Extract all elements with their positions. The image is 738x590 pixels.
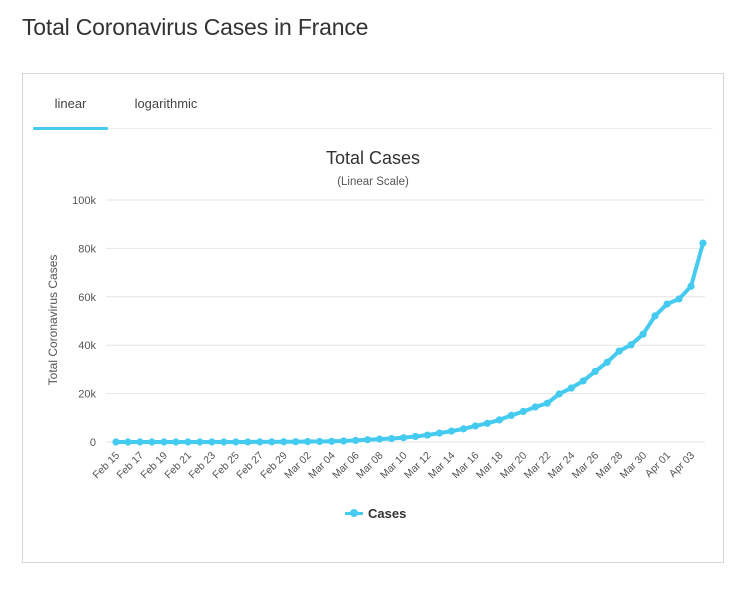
data-point[interactable] [615,347,623,355]
data-point[interactable] [411,432,420,441]
data-point[interactable] [124,438,132,446]
data-point[interactable] [435,429,444,437]
data-point[interactable] [160,438,168,446]
total-cases-chart: Total Cases (Linear Scale) Total Coronav… [46,148,707,482]
data-point[interactable] [351,436,360,445]
data-point[interactable] [387,434,396,443]
data-point[interactable] [423,431,432,439]
data-point[interactable] [196,438,204,446]
data-point[interactable] [471,422,479,430]
y-tick-label: 20k [78,389,96,401]
data-point[interactable] [268,438,276,446]
legend-swatch [345,508,363,517]
data-point[interactable] [543,399,551,407]
y-tick-label: 80k [78,243,96,255]
chart-card: linear logarithmic Total Cases (Linear S… [22,73,724,563]
data-point[interactable] [304,437,312,446]
x-tick-label: Mar 30 [618,450,650,482]
data-point[interactable] [459,425,468,433]
y-tick-label: 0 [90,437,96,449]
data-point[interactable] [232,438,240,446]
data-point[interactable] [567,384,575,392]
legend-label: Cases [368,505,407,521]
tab-linear[interactable]: linear [54,96,87,111]
data-point[interactable] [699,239,707,247]
data-point[interactable] [675,295,683,303]
data-point[interactable] [531,403,539,411]
data-point[interactable] [651,312,659,320]
data-point[interactable] [172,438,180,446]
data-point[interactable] [639,330,647,338]
data-point[interactable] [220,438,228,446]
data-point[interactable] [507,411,515,419]
series-line-cases [114,241,705,444]
data-point[interactable] [340,437,348,445]
x-tick-label: Apr 03 [667,450,697,480]
legend-item-cases[interactable]: Cases [345,504,406,522]
data-point[interactable] [603,358,611,366]
data-point[interactable] [256,438,264,446]
data-point[interactable] [555,390,563,398]
scale-tabs: linear logarithmic [33,74,713,130]
y-axis-ticks: 0 20k 40k 60k 80k 100k [72,195,96,449]
data-point[interactable] [399,434,408,442]
data-point[interactable] [375,435,384,443]
data-point[interactable] [280,438,288,446]
data-point[interactable] [112,438,120,446]
data-point[interactable] [447,427,456,435]
data-point[interactable] [292,438,300,446]
y-tick-label: 60k [78,292,96,304]
data-point[interactable] [519,407,527,416]
data-point[interactable] [579,377,587,385]
tab-logarithmic[interactable]: logarithmic [134,96,198,111]
active-tab-indicator [33,127,108,130]
data-point[interactable] [208,438,216,446]
data-point[interactable] [316,437,324,446]
grid-lines [106,199,705,443]
data-point[interactable] [328,437,336,445]
data-point[interactable] [483,419,491,427]
x-tick-label: Apr 01 [643,450,673,480]
data-point[interactable] [148,438,156,446]
y-tick-label: 100k [72,195,96,207]
data-point[interactable] [591,367,599,376]
chart-title: Total Cases [326,148,420,168]
data-point[interactable] [687,282,695,290]
data-point[interactable] [627,341,635,349]
data-point[interactable] [363,436,372,444]
data-point[interactable] [663,300,671,308]
y-tick-label: 40k [78,340,96,352]
page-title: Total Coronavirus Cases in France [22,14,369,40]
data-point[interactable] [184,438,192,446]
chart-subtitle: (Linear Scale) [337,176,409,188]
y-axis-label: Total Coronavirus Cases [46,255,60,386]
data-point[interactable] [244,438,252,446]
data-point[interactable] [136,438,144,446]
data-point[interactable] [495,416,503,424]
series-cases [112,239,707,446]
